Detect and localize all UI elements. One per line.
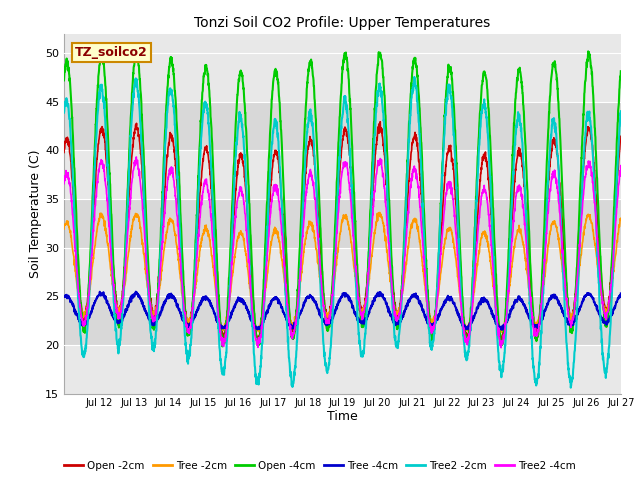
Bar — [64, 102, 621, 150]
Open -4cm — [60, 77, 68, 83]
Y-axis label: Soil Temperature (C): Soil Temperature (C) — [29, 149, 42, 278]
Text: TZ_soilco2: TZ_soilco2 — [75, 46, 148, 59]
Tree2 -4cm — [497, 345, 505, 350]
Line: Tree -2cm: Tree -2cm — [64, 213, 621, 332]
Tree2 -4cm — [132, 154, 140, 160]
Open -4cm — [542, 189, 550, 194]
Tree -4cm — [60, 293, 68, 299]
Title: Tonzi Soil CO2 Profile: Upper Temperatures: Tonzi Soil CO2 Profile: Upper Temperatur… — [195, 16, 490, 30]
Open -2cm — [609, 242, 617, 248]
Tree -4cm — [499, 327, 506, 333]
Tree2 -2cm — [510, 154, 518, 160]
Tree2 -2cm — [609, 259, 617, 265]
Tree2 -4cm — [236, 184, 244, 190]
Tree -2cm — [609, 270, 617, 276]
Open -2cm — [236, 154, 244, 159]
Open -4cm — [609, 224, 617, 230]
Tree -4cm — [542, 305, 550, 311]
Tree2 -2cm — [376, 81, 383, 86]
Tree2 -2cm — [567, 385, 575, 391]
Open -2cm — [376, 119, 384, 124]
Open -2cm — [116, 309, 124, 315]
Tree2 -2cm — [236, 118, 244, 124]
Line: Open -2cm: Open -2cm — [64, 121, 621, 344]
Open -2cm — [60, 150, 68, 156]
Tree -4cm — [132, 289, 140, 295]
Tree -2cm — [236, 231, 244, 237]
Tree2 -4cm — [116, 316, 124, 322]
Open -2cm — [376, 126, 383, 132]
Tree -4cm — [617, 290, 625, 296]
Open -4cm — [376, 50, 384, 56]
Bar — [64, 53, 621, 102]
Open -2cm — [511, 179, 518, 184]
Bar — [64, 150, 621, 199]
Tree -2cm — [511, 245, 518, 251]
Tree2 -2cm — [116, 342, 124, 348]
Line: Tree2 -4cm: Tree2 -4cm — [64, 157, 621, 348]
Open -4cm — [510, 122, 518, 128]
Line: Tree2 -2cm: Tree2 -2cm — [64, 77, 621, 388]
Bar — [64, 248, 621, 296]
Bar — [64, 199, 621, 248]
Tree -4cm — [511, 301, 518, 307]
Line: Tree -4cm: Tree -4cm — [64, 292, 621, 330]
Tree2 -2cm — [542, 228, 550, 234]
Bar — [64, 296, 621, 345]
Tree2 -4cm — [376, 157, 384, 163]
Open -4cm — [236, 70, 244, 75]
Line: Open -4cm: Open -4cm — [64, 51, 621, 347]
Tree2 -4cm — [511, 208, 518, 214]
Tree -2cm — [376, 210, 383, 216]
Open -4cm — [584, 48, 592, 54]
Tree -2cm — [376, 214, 384, 219]
Tree2 -4cm — [60, 181, 68, 187]
Tree2 -2cm — [410, 74, 418, 80]
Tree -4cm — [609, 307, 617, 313]
Open -4cm — [617, 68, 625, 74]
X-axis label: Time: Time — [327, 410, 358, 423]
Tree2 -4cm — [542, 239, 550, 245]
Tree -2cm — [617, 216, 625, 221]
Tree2 -2cm — [60, 110, 68, 116]
Tree2 -4cm — [617, 163, 625, 168]
Legend: Open -2cm, Tree -2cm, Open -4cm, Tree -4cm, Tree2 -2cm, Tree2 -4cm: Open -2cm, Tree -2cm, Open -4cm, Tree -4… — [60, 456, 580, 475]
Bar — [64, 345, 621, 394]
Tree2 -4cm — [609, 257, 617, 263]
Tree -4cm — [236, 297, 244, 302]
Open -4cm — [116, 323, 124, 328]
Tree -2cm — [116, 309, 124, 314]
Open -2cm — [542, 221, 550, 227]
Tree2 -2cm — [617, 108, 625, 114]
Tree -2cm — [498, 329, 506, 335]
Open -4cm — [218, 344, 226, 349]
Tree -4cm — [116, 317, 124, 323]
Tree -2cm — [542, 260, 550, 265]
Open -2cm — [617, 133, 625, 139]
Open -2cm — [498, 341, 506, 347]
Tree -2cm — [60, 226, 68, 232]
Tree -4cm — [376, 290, 384, 296]
